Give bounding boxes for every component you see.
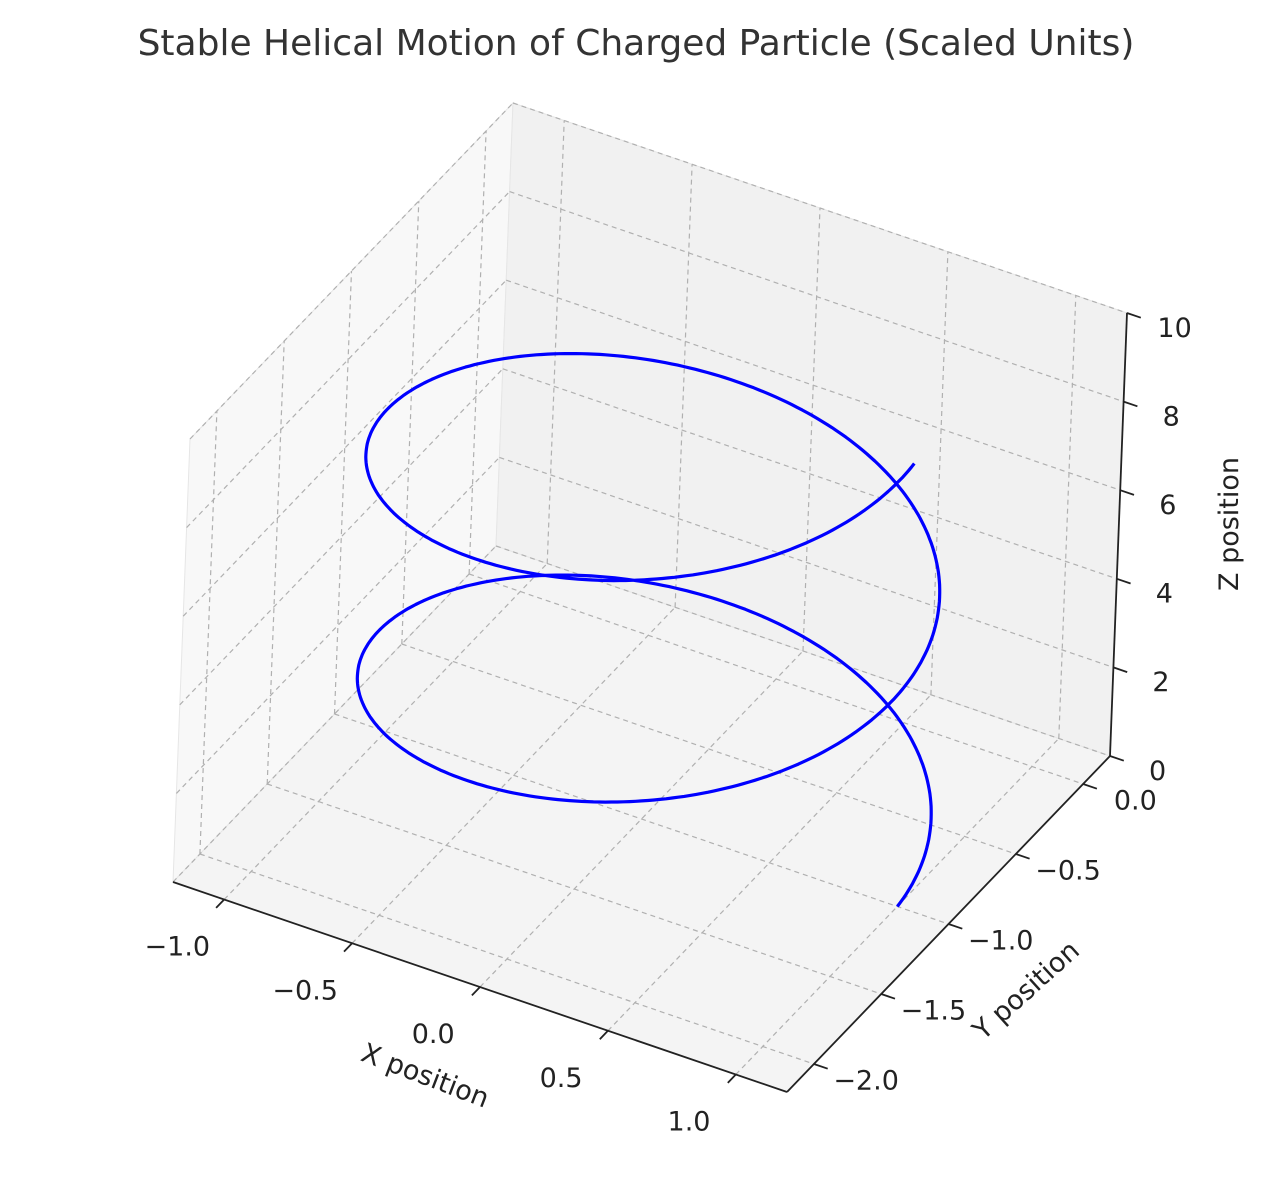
grid-line-x-back [674, 164, 693, 608]
grid-line-y-floor [401, 643, 1016, 855]
z-tick-mark [1109, 755, 1125, 762]
x-tick-mark [727, 1073, 737, 1084]
grid-line-z-back [506, 279, 1121, 491]
x-tick-mark [343, 942, 353, 953]
grid-line-y-floor [334, 713, 949, 925]
z-tick-mark [1126, 312, 1142, 319]
z-tick-label: 2 [1152, 667, 1169, 698]
grid-line-x-back [802, 207, 821, 652]
grid-line-z-back [512, 102, 1128, 314]
grid-line-z-back [502, 368, 1117, 580]
z-tick-mark [1119, 489, 1135, 496]
x-tick-label: 0.5 [540, 1063, 583, 1094]
y-tick-mark [1015, 853, 1030, 860]
z-axis-label: Z position [1214, 457, 1245, 591]
grid-line-x-floor [351, 606, 676, 944]
helix-series-line [355, 352, 942, 908]
grid-line-x-back [546, 120, 565, 564]
grid-line-z-left [179, 368, 504, 706]
grid-line-z-left [189, 102, 514, 440]
tick-labels: −1.0−0.50.00.51.0−2.0−1.5−1.0−0.50.00246… [145, 313, 1192, 1138]
x-tick-mark [215, 898, 225, 909]
y-tick-label: −2.0 [833, 1065, 899, 1096]
y-tick-label: −1.0 [968, 925, 1034, 956]
grid-line-x-floor [607, 694, 932, 1032]
z-tick-label: 10 [1157, 313, 1191, 344]
z-tick-mark [1116, 577, 1131, 585]
x-tick-label: 1.0 [668, 1107, 711, 1138]
grid-line-y-left [333, 270, 353, 715]
z-tick-label: 8 [1163, 401, 1180, 432]
y-tick-mark [1082, 783, 1098, 790]
grid-line-y-left [266, 340, 285, 785]
z-tick-label: 4 [1156, 579, 1173, 610]
grid-line-y-floor [199, 853, 815, 1065]
x-tick-mark [471, 986, 481, 997]
grid-line-z-left [172, 545, 497, 883]
x-tick-label: −0.5 [272, 976, 338, 1007]
grid-line-y-floor [267, 783, 882, 995]
x-tick-label: 0.0 [412, 1019, 455, 1050]
plot-series [355, 352, 942, 908]
grid-line-z-left [186, 191, 511, 529]
z-tick-mark [1113, 666, 1128, 673]
x-tick-label: −1.0 [145, 932, 211, 963]
grid-line-z-back [509, 191, 1124, 403]
grid-line-z-left [175, 456, 500, 794]
grid-line-z-back [499, 456, 1114, 668]
y-tick-label: −1.5 [901, 995, 967, 1026]
y-tick-mark [948, 923, 963, 930]
grid-line-x-back [1058, 295, 1077, 739]
z-tick-label: 0 [1149, 756, 1166, 787]
grid-line-y-left [468, 130, 487, 575]
grid-line-x-back [930, 251, 949, 695]
grid-line-y-left [401, 200, 420, 645]
grid-line-y-floor [468, 573, 1084, 785]
x-tick-mark [599, 1030, 609, 1040]
z-tick-mark [1123, 400, 1138, 408]
chart-title: Stable Helical Motion of Charged Particl… [138, 23, 1135, 64]
z-axis-line [1109, 312, 1128, 757]
y-tick-mark [813, 1063, 828, 1070]
grid-line-x-floor [223, 563, 548, 900]
grid-lines [172, 102, 1128, 1075]
z-tick-label: 6 [1159, 490, 1176, 521]
tick-marks [215, 312, 1142, 1084]
grid-line-y-left [199, 410, 218, 855]
grid-line-x-floor [735, 738, 1060, 1075]
y-tick-label: −0.5 [1035, 855, 1101, 886]
grid-line-x-floor [479, 650, 804, 988]
grid-line-z-left [182, 279, 507, 617]
y-tick-mark [880, 993, 896, 1000]
y-tick-label: 0.0 [1114, 785, 1157, 816]
